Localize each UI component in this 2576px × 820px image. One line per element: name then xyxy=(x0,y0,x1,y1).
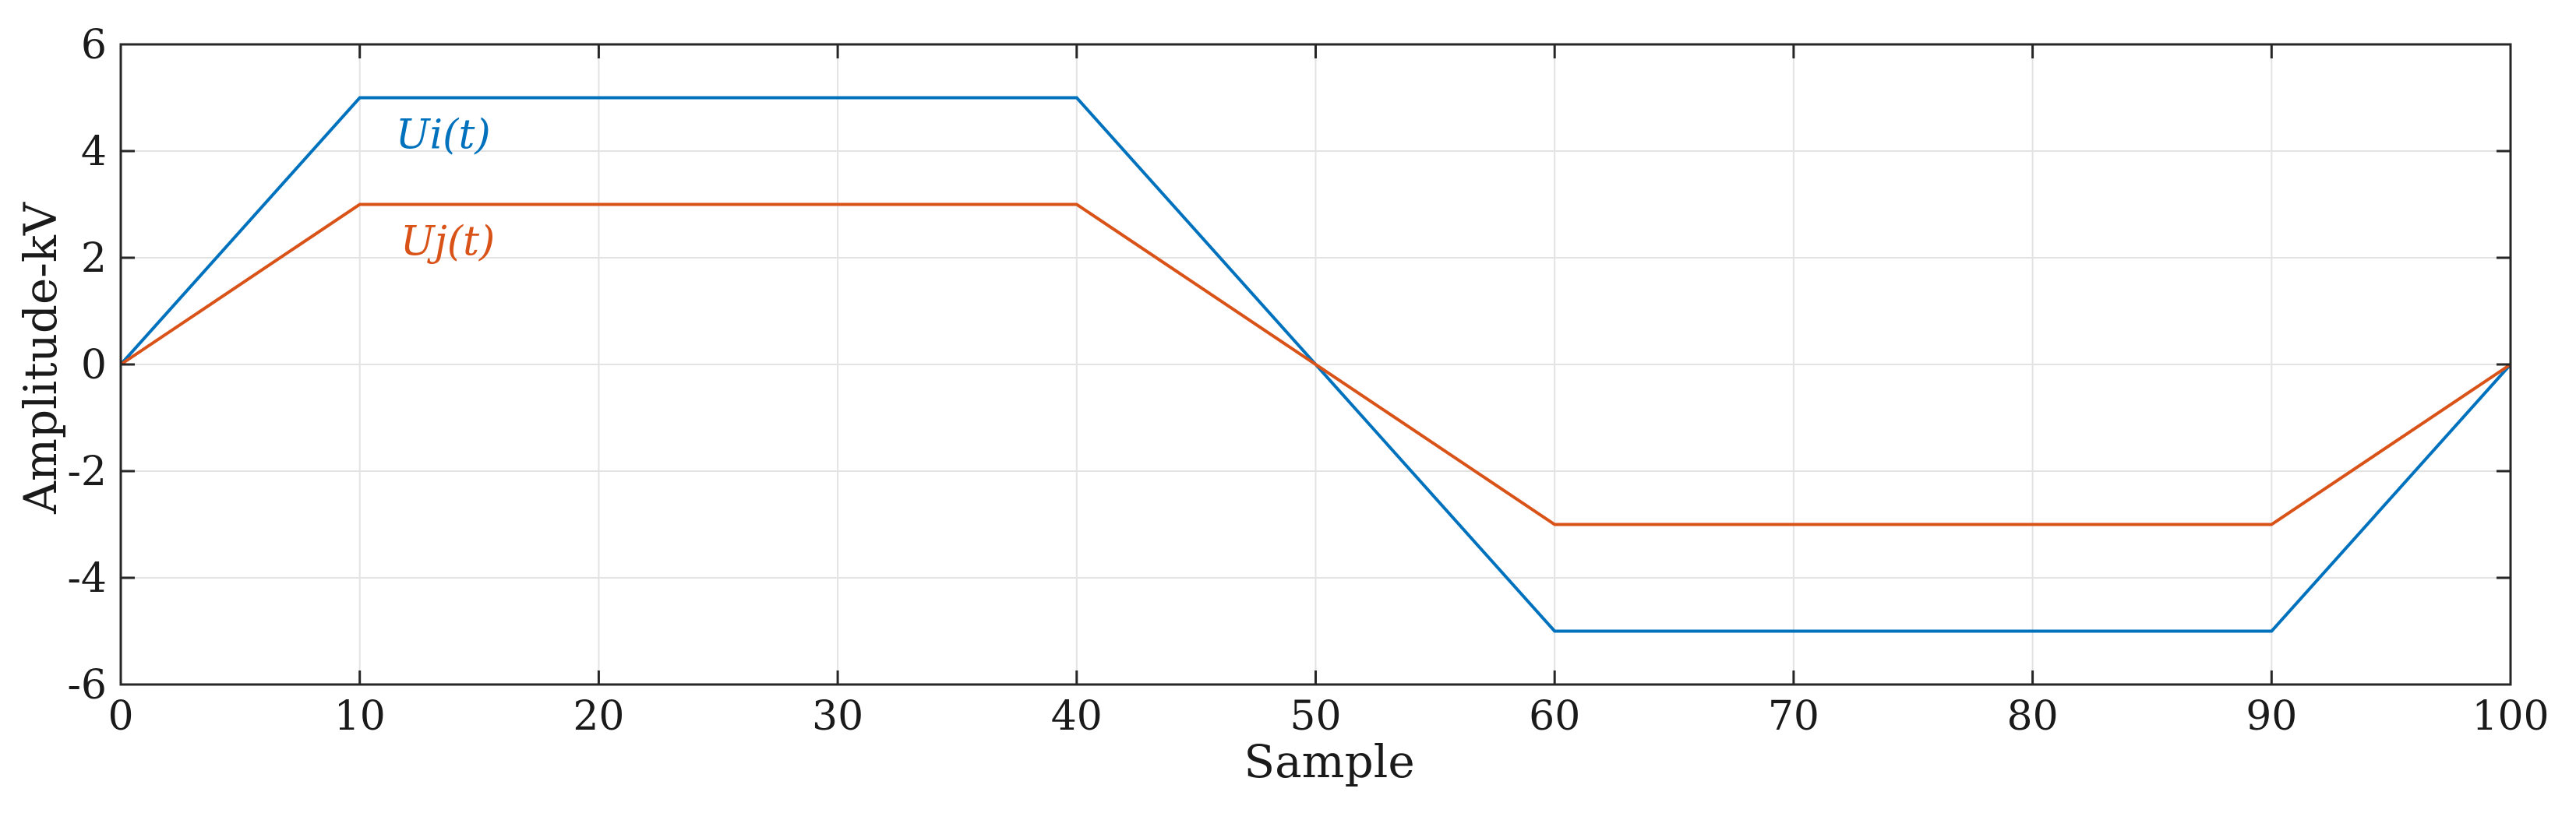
y-tick-label: 6 xyxy=(81,22,107,69)
x-tick-label: 60 xyxy=(1529,693,1580,740)
axis-ticks: 0 10 20 30 40 50 60 70 80 90 100 -6 -4 -2 0 2 4 6 xyxy=(67,22,2549,740)
x-axis-label: Sample xyxy=(1244,735,1414,788)
series-lines xyxy=(119,96,2512,633)
series-annotation-1: Ui(t) xyxy=(396,112,491,159)
axis-labels: Sample Amplitude-kV xyxy=(14,202,1415,788)
x-tick-label: 0 xyxy=(108,693,133,740)
y-tick-label: 4 xyxy=(81,128,107,175)
y-tick-label: -4 xyxy=(67,555,107,602)
series-line-2 xyxy=(119,202,2512,526)
x-tick-label: 50 xyxy=(1290,693,1341,740)
x-tick-label: 10 xyxy=(334,693,386,740)
y-tick-label: -2 xyxy=(67,449,107,495)
y-tick-label: 2 xyxy=(81,235,107,282)
x-tick-label: 70 xyxy=(1768,693,1819,740)
x-tick-label: 90 xyxy=(2246,693,2297,740)
x-tick-label: 100 xyxy=(2472,693,2549,740)
y-tick-label: -6 xyxy=(67,662,107,709)
series-annotations: Ui(t) Uj(t) xyxy=(396,112,496,266)
series-annotation-2: Uj(t) xyxy=(401,219,495,266)
x-tick-label: 40 xyxy=(1051,693,1103,740)
x-tick-label: 80 xyxy=(2007,693,2059,740)
x-tick-label: 30 xyxy=(812,693,863,740)
y-axis-label: Amplitude-kV xyxy=(14,202,67,515)
y-tick-label: 0 xyxy=(81,342,107,389)
x-tick-label: 20 xyxy=(573,693,624,740)
